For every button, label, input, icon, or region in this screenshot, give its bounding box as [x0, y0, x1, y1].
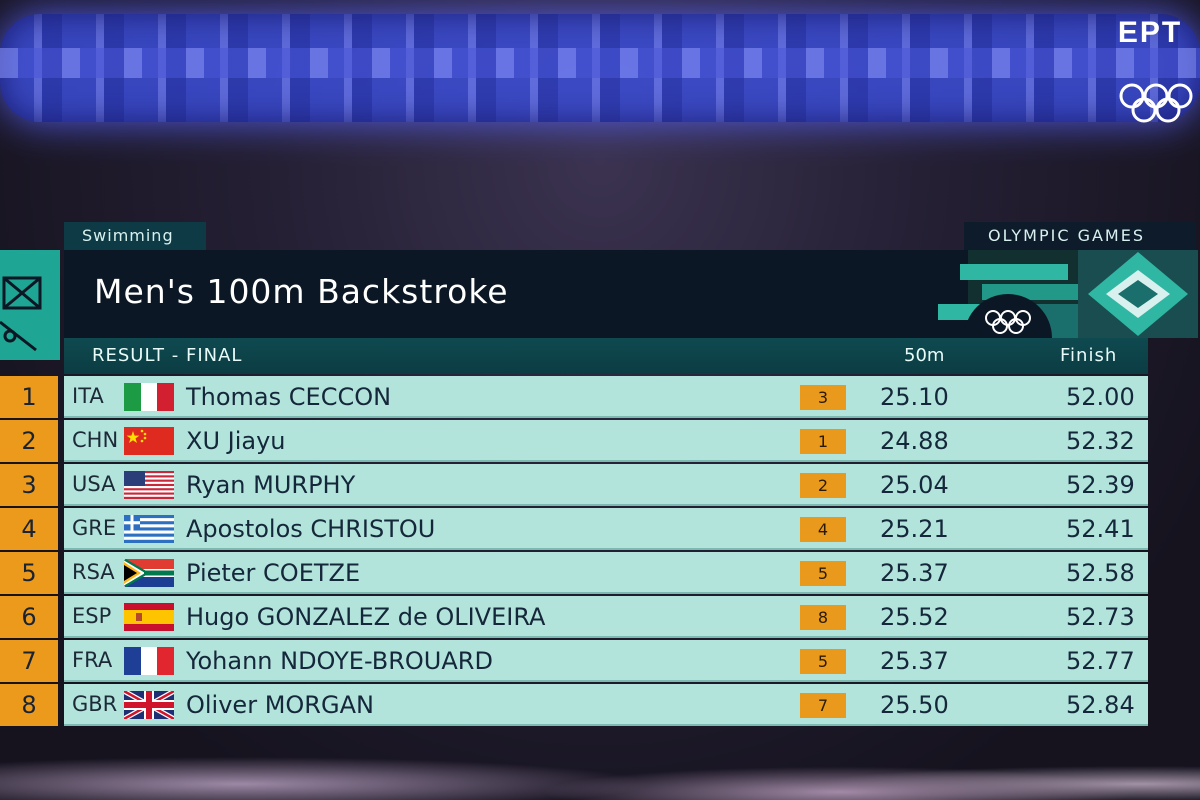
china-flag-icon: [124, 427, 174, 455]
split-rank-badge: 1: [800, 429, 846, 454]
event-title: Men's 100m Backstroke: [94, 272, 509, 311]
row-body: FRA Yohann NDOYE-BROUARD 5 25.37 52.77: [64, 640, 1148, 682]
athlete-name: Pieter COETZE: [186, 559, 361, 587]
country-code: CHN: [72, 428, 119, 452]
athlete-name: XU Jiayu: [186, 427, 286, 455]
usa-flag-icon: [124, 471, 174, 499]
rank: 3: [0, 464, 58, 506]
rank: 6: [0, 596, 58, 638]
split-rank-badge: 4: [800, 517, 846, 542]
swimming-pictogram-icon: [0, 250, 60, 360]
stage-lights: [0, 720, 1200, 800]
france-flag-icon: [124, 647, 174, 675]
split-time: 25.04: [880, 471, 949, 499]
italy-flag-icon: [124, 383, 174, 411]
country-code: FRA: [72, 648, 113, 672]
table-row: 1 ITA Thomas CECCON 3 25.10 52.00: [0, 376, 1148, 418]
uk-flag-icon: [124, 691, 174, 719]
split-time: 25.50: [880, 691, 949, 719]
finish-time: 52.84: [1066, 691, 1135, 719]
split-time: 25.21: [880, 515, 949, 543]
table-row: 7 FRA Yohann NDOYE-BROUARD 5 25.37 52.77: [0, 640, 1148, 682]
split-rank-badge: 7: [800, 693, 846, 718]
finish-time: 52.32: [1066, 427, 1135, 455]
rank: 5: [0, 552, 58, 594]
country-code: USA: [72, 472, 116, 496]
split-time: 24.88: [880, 427, 949, 455]
split-rank-badge: 5: [800, 649, 846, 674]
finish-time: 52.41: [1066, 515, 1135, 543]
result-label: RESULT - FINAL: [92, 345, 243, 366]
finish-time: 52.39: [1066, 471, 1135, 499]
split-time: 25.52: [880, 603, 949, 631]
split-rank-badge: 8: [800, 605, 846, 630]
table-row: 3 USA Ryan MURPHY 2 25.04 52.39: [0, 464, 1148, 506]
row-body: ESP Hugo GONZALEZ de OLIVEIRA 8 25.52 52…: [64, 596, 1148, 638]
row-body: CHN XU Jiayu 1 24.88 52.32: [64, 420, 1148, 462]
rank: 1: [0, 376, 58, 418]
spain-flag-icon: [124, 603, 174, 631]
olympic-rings-icon: [1119, 83, 1193, 123]
greece-flag-icon: [124, 515, 174, 543]
country-code: GRE: [72, 516, 117, 540]
athlete-name: Oliver MORGAN: [186, 691, 374, 719]
athlete-name: Hugo GONZALEZ de OLIVEIRA: [186, 603, 546, 631]
finish-time: 52.73: [1066, 603, 1135, 631]
split-rank-badge: 5: [800, 561, 846, 586]
rank: 2: [0, 420, 58, 462]
rank: 7: [0, 640, 58, 682]
table-row: 8 GBR Oliver MORGAN 7 25.50 52.84: [0, 684, 1148, 726]
rank: 8: [0, 684, 58, 726]
finish-column-header: Finish: [1060, 345, 1118, 366]
split-time: 25.37: [880, 559, 949, 587]
split-time: 25.37: [880, 647, 949, 675]
table-row: 2 CHN XU Jiayu 1 24.88 52.32: [0, 420, 1148, 462]
row-body: RSA Pieter COETZE 5 25.37 52.58: [64, 552, 1148, 594]
results-header: RESULT - FINAL 50m Finish: [64, 338, 1148, 374]
athlete-name: Ryan MURPHY: [186, 471, 356, 499]
arena-ceiling-ring-highlight: [0, 48, 1200, 78]
split-rank-badge: 3: [800, 385, 846, 410]
games-tab: OLYMPIC GAMES: [964, 222, 1196, 250]
table-row: 5 RSA Pieter COETZE 5 25.37 52.58: [0, 552, 1148, 594]
sport-tab: Swimming: [64, 222, 206, 250]
table-row: 6 ESP Hugo GONZALEZ de OLIVEIRA 8 25.52 …: [0, 596, 1148, 638]
row-body: USA Ryan MURPHY 2 25.04 52.39: [64, 464, 1148, 506]
rank: 4: [0, 508, 58, 550]
split-time: 25.10: [880, 383, 949, 411]
country-code: ESP: [72, 604, 112, 628]
finish-time: 52.77: [1066, 647, 1135, 675]
country-code: RSA: [72, 560, 115, 584]
table-row: 4 GRE Apostolos CHRISTOU 4 25.21 52.41: [0, 508, 1148, 550]
finish-time: 52.00: [1066, 383, 1135, 411]
broadcaster-logo: EPT: [1117, 16, 1183, 49]
row-body: GRE Apostolos CHRISTOU 4 25.21 52.41: [64, 508, 1148, 550]
row-body: ITA Thomas CECCON 3 25.10 52.00: [64, 376, 1148, 418]
finish-time: 52.58: [1066, 559, 1135, 587]
country-code: GBR: [72, 692, 118, 716]
athlete-name: Yohann NDOYE-BROUARD: [186, 647, 493, 675]
country-code: ITA: [72, 384, 104, 408]
athlete-name: Thomas CECCON: [186, 383, 392, 411]
south-africa-flag-icon: [124, 559, 174, 587]
paris-games-decoration: [938, 250, 1198, 338]
split-rank-badge: 2: [800, 473, 846, 498]
split-column-header: 50m: [904, 345, 945, 366]
athlete-name: Apostolos CHRISTOU: [186, 515, 436, 543]
row-body: GBR Oliver MORGAN 7 25.50 52.84: [64, 684, 1148, 726]
